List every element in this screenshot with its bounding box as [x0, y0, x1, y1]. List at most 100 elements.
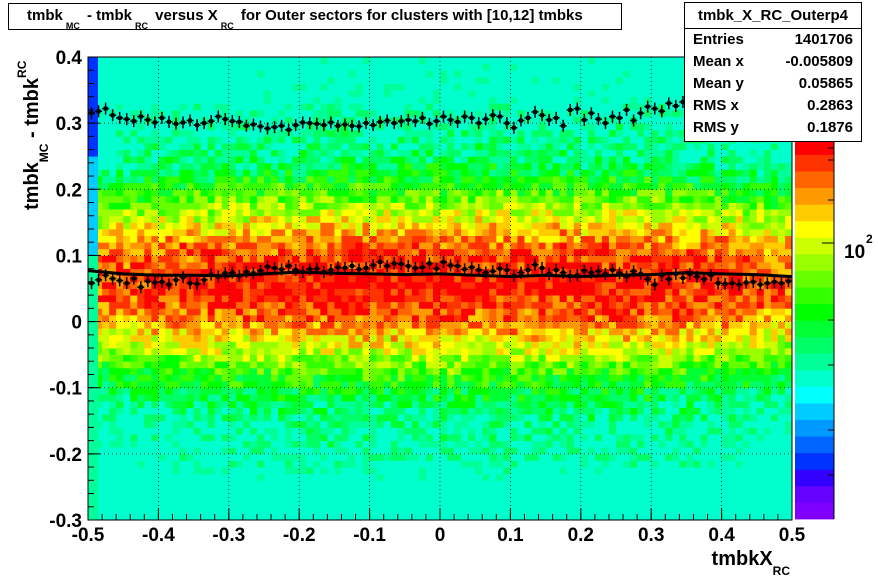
heatmap-cell	[524, 156, 532, 164]
heatmap-cell	[461, 434, 469, 442]
heatmap-cell	[144, 242, 152, 250]
heatmap-cell	[256, 109, 265, 117]
heatmap-cell	[447, 387, 455, 395]
heatmap-cell	[327, 400, 335, 408]
heatmap-cell	[461, 209, 469, 217]
heatmap-cell	[411, 169, 420, 177]
heatmap-cell	[418, 308, 427, 316]
heatmap-cell	[320, 367, 328, 375]
heatmap-cell	[109, 414, 117, 422]
heatmap-cell	[496, 83, 504, 91]
heatmap-cell	[144, 70, 152, 78]
heatmap-cell	[496, 235, 504, 243]
heatmap-cell	[228, 242, 237, 250]
heatmap-cell	[306, 348, 314, 356]
heatmap-cell	[292, 255, 300, 263]
heatmap-cell	[271, 314, 279, 322]
heatmap-cell	[425, 235, 434, 243]
heatmap-cell	[285, 348, 293, 356]
heatmap-cell	[362, 314, 370, 322]
heatmap-cell	[461, 83, 469, 91]
heatmap-cell	[306, 328, 314, 336]
heatmap-cell	[397, 387, 406, 395]
heatmap-cell	[580, 427, 589, 435]
heatmap-cell	[425, 361, 434, 369]
heatmap-cell	[461, 96, 469, 104]
heatmap-cell	[362, 83, 370, 91]
heatmap-cell	[130, 189, 138, 197]
heatmap-cell	[538, 103, 546, 111]
heatmap-cell	[271, 486, 279, 494]
heatmap-cell	[207, 314, 216, 322]
heatmap-cell	[411, 136, 420, 144]
heatmap-cell	[292, 381, 300, 389]
heatmap-cell	[425, 348, 434, 356]
heatmap-cell	[545, 209, 554, 217]
heatmap-cell	[320, 162, 328, 170]
heatmap-cell	[221, 262, 230, 270]
heatmap-cell	[376, 341, 385, 349]
heatmap-cell	[158, 222, 166, 230]
heatmap-cell	[475, 295, 483, 303]
heatmap-cell	[411, 70, 420, 78]
heatmap-cell	[447, 215, 455, 223]
heatmap-cell	[151, 361, 159, 369]
heatmap-cell	[369, 513, 378, 521]
heatmap-cell	[172, 222, 180, 230]
heatmap-cell	[313, 314, 321, 322]
heatmap-cell	[418, 195, 427, 203]
heatmap-cell	[235, 321, 244, 329]
heatmap-cell	[587, 440, 596, 448]
heatmap-cell	[186, 222, 194, 230]
heatmap-cell	[489, 400, 497, 408]
heatmap-cell	[482, 96, 490, 104]
heatmap-cell	[432, 513, 441, 521]
heatmap-cell	[496, 367, 504, 375]
heatmap-cell	[144, 268, 152, 276]
heatmap-cell	[313, 321, 321, 329]
heatmap-cell	[552, 308, 561, 316]
heatmap-cell	[292, 361, 300, 369]
heatmap-cell	[186, 202, 194, 210]
heatmap-cell	[292, 460, 300, 468]
heatmap-cell	[475, 374, 483, 382]
heatmap-cell	[285, 96, 293, 104]
heatmap-cell	[102, 156, 110, 164]
heatmap-cell	[552, 169, 561, 177]
heatmap-cell	[369, 281, 378, 289]
heatmap-cell	[369, 407, 378, 415]
heatmap-cell	[144, 83, 152, 91]
heatmap-cell	[524, 176, 532, 184]
heatmap-cell	[137, 473, 145, 481]
heatmap-cell	[432, 361, 441, 369]
heatmap-cell	[123, 321, 131, 329]
heatmap-cell	[130, 354, 138, 362]
heatmap-cell	[362, 275, 370, 283]
heatmap-cell	[503, 129, 511, 137]
heatmap-cell	[228, 506, 237, 514]
heatmap-cell	[271, 500, 279, 508]
heatmap-cell	[172, 354, 180, 362]
heatmap-cell	[200, 202, 209, 210]
heatmap-cell	[320, 473, 328, 481]
heatmap-cell	[172, 500, 180, 508]
heatmap-cell	[348, 381, 356, 389]
heatmap-cell	[524, 70, 532, 78]
heatmap-cell	[432, 480, 441, 488]
heatmap-cell	[454, 156, 462, 164]
heatmap-cell	[552, 374, 561, 382]
heatmap-cell	[221, 367, 230, 375]
heatmap-cell	[306, 467, 314, 475]
heatmap-cell	[285, 248, 293, 256]
heatmap-cell	[334, 328, 342, 336]
heatmap-cell	[186, 348, 194, 356]
heatmap-cell	[271, 295, 279, 303]
heatmap-cell	[580, 149, 589, 157]
heatmap-cell	[580, 400, 589, 408]
heatmap-cell	[116, 215, 124, 223]
heatmap-cell	[587, 348, 596, 356]
heatmap-cell	[151, 394, 159, 402]
heatmap-cell	[271, 281, 279, 289]
heatmap-cell	[552, 96, 561, 104]
heatmap-cell	[390, 420, 399, 428]
